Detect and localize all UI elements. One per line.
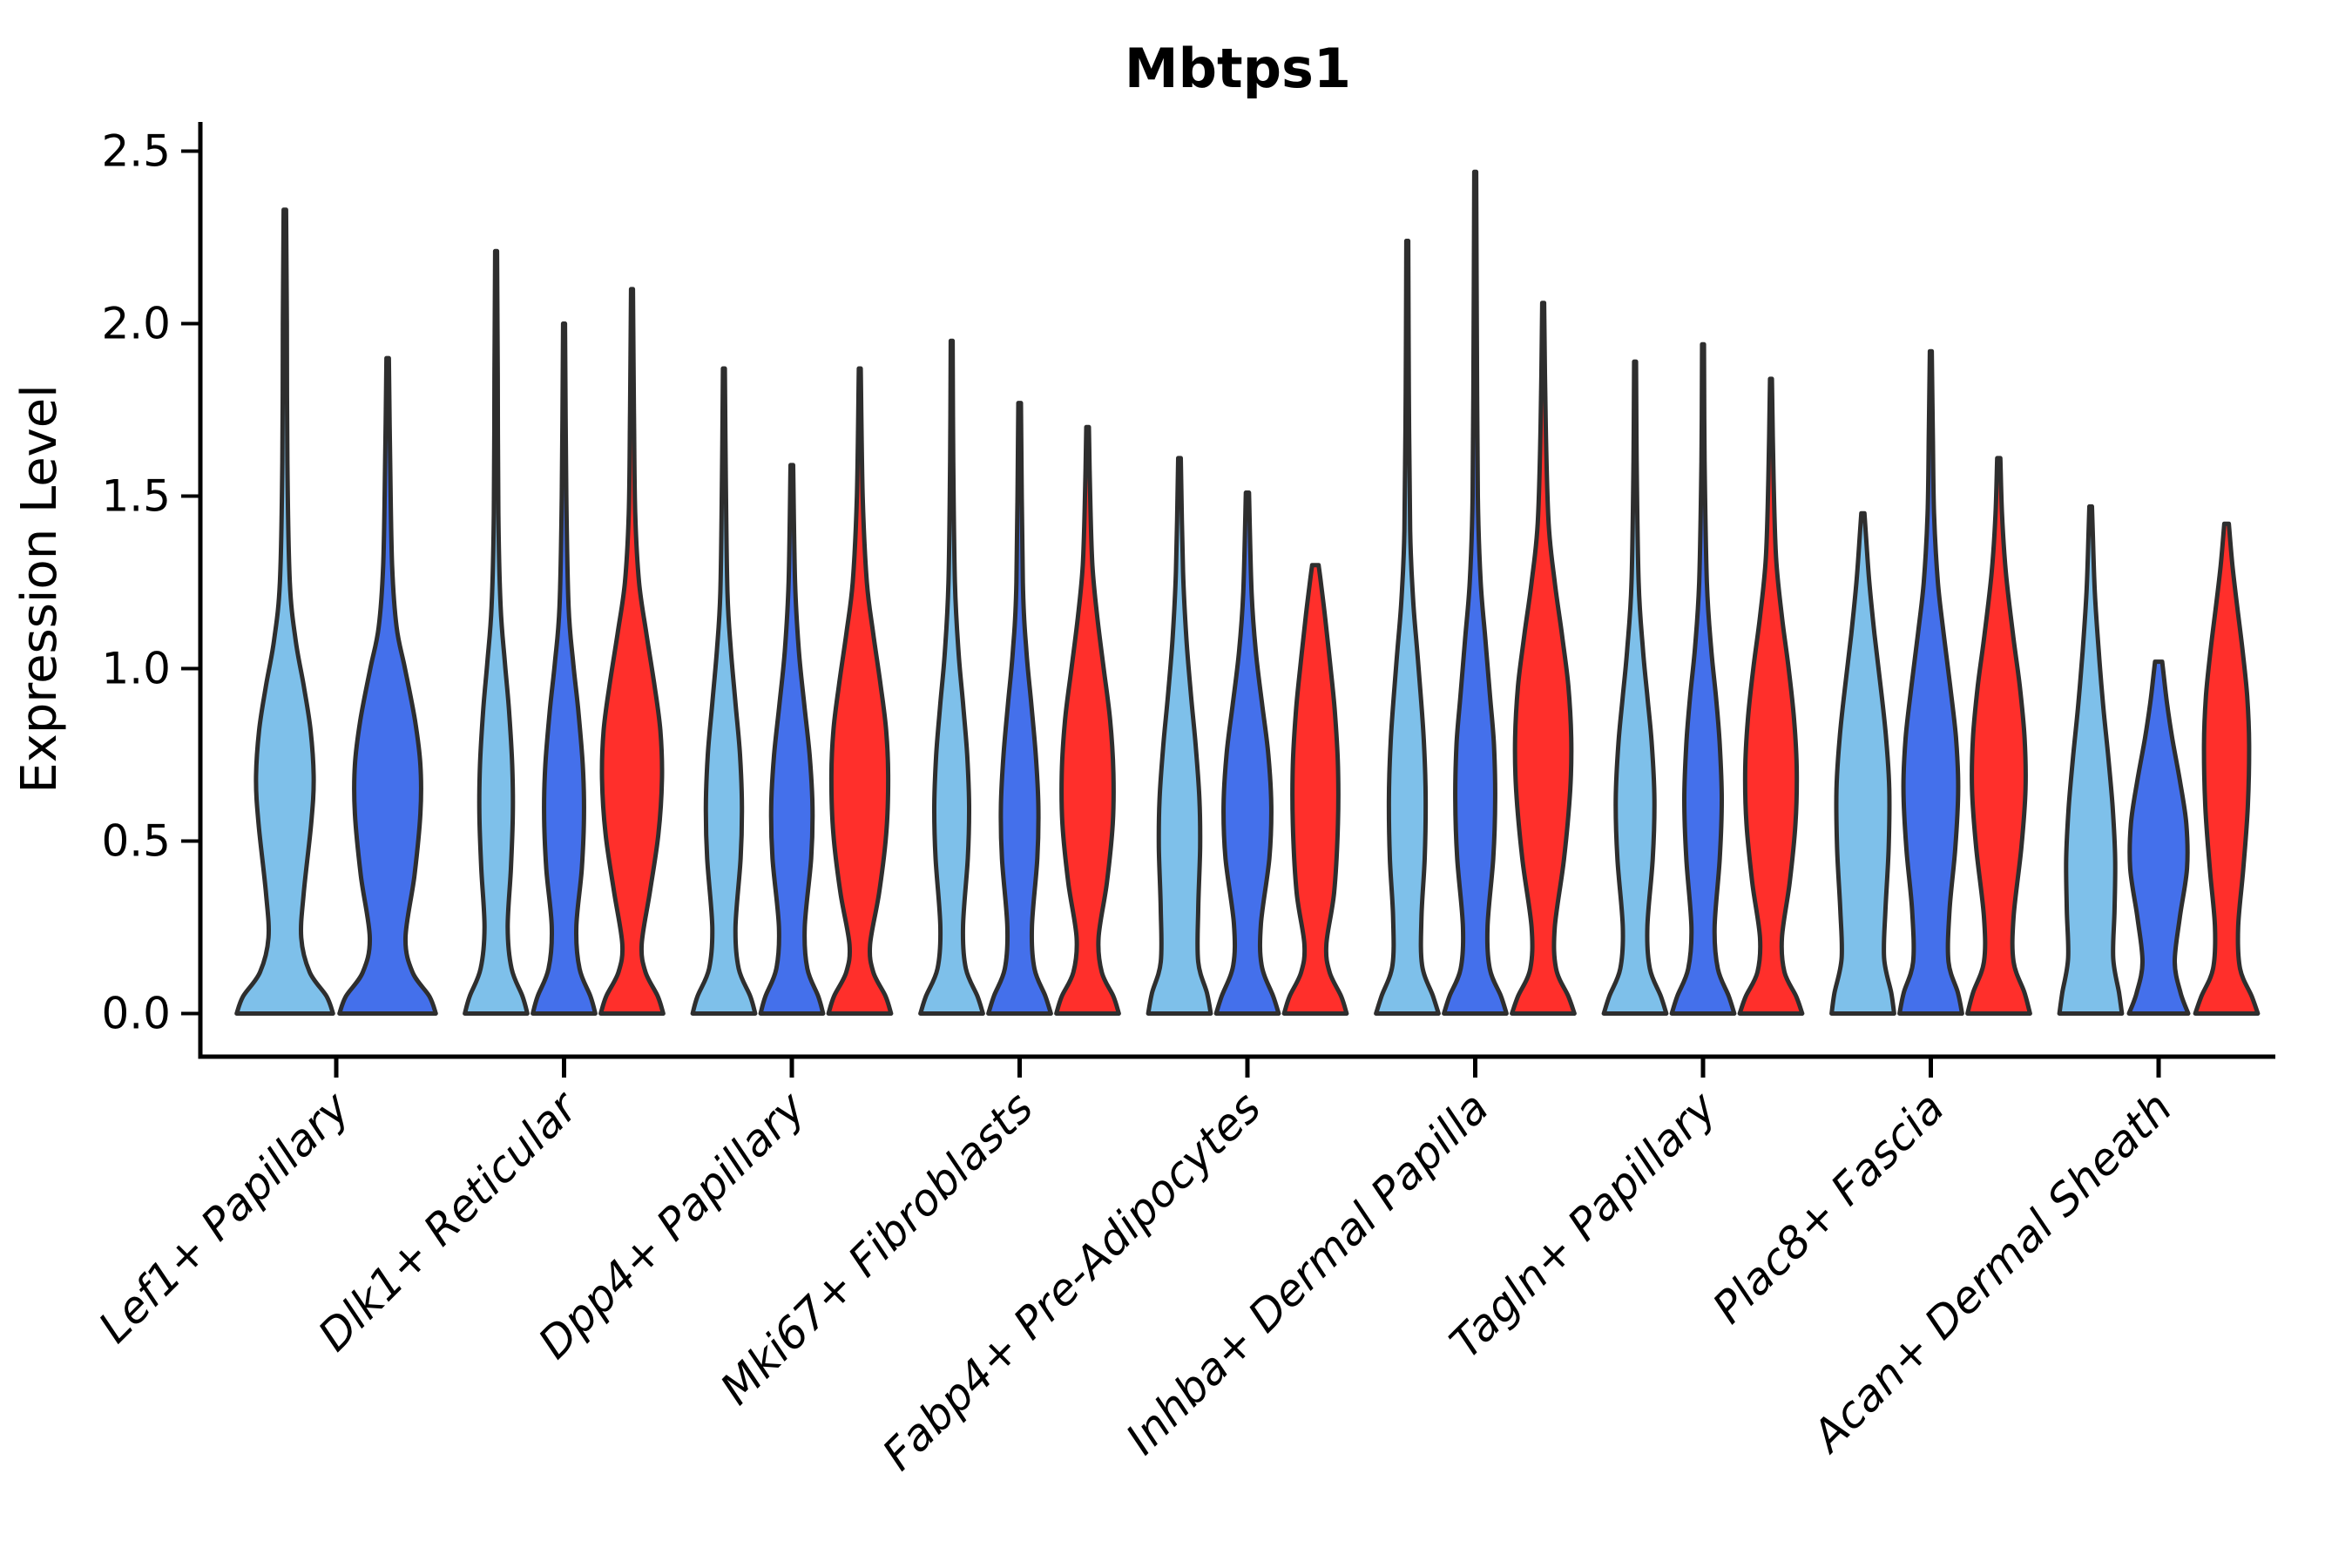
violin-light_blue-dlk1-reticular — [463, 248, 530, 1016]
violin-red-inhba-dermal-papilla — [1510, 301, 1577, 1016]
violin-red-tagln-papillary — [1737, 376, 1805, 1016]
x-tick-label: Fabp4+ Pre-Adipocytes — [873, 1082, 1271, 1480]
violin-blue-plac8-fascia — [1897, 348, 1964, 1016]
violin-light_blue-mki67-fibroblasts — [918, 338, 985, 1016]
y-tick-label: 1.0 — [101, 644, 171, 694]
y-tick-label: 2.5 — [101, 126, 171, 177]
y-axis: 0.0 0.5 1.0 1.5 2.0 2.5 — [101, 122, 203, 1057]
x-tick-label: Acan+ Dermal Sheath — [1801, 1082, 2182, 1463]
x-tick-label: Plac8+ Fascia — [1703, 1082, 1954, 1333]
violin-blue-dpp4-papillary — [758, 463, 826, 1016]
violin-light_blue-plac8-fascia — [1829, 510, 1896, 1016]
chart-title: Mbtps1 — [1125, 37, 1351, 100]
x-tick-label: Inhba+ Dermal Papilla — [1117, 1082, 1498, 1463]
violin-light_blue-fabp4-pre-adipocytes — [1146, 456, 1213, 1016]
violin-light_blue-lef1-papillary — [234, 207, 335, 1016]
violin-blue-inhba-dermal-papilla — [1442, 169, 1509, 1016]
violin-red-dlk1-reticular — [598, 287, 666, 1016]
violin-red-acan-dermal-sheath — [2193, 521, 2261, 1016]
y-tick-label: 2.0 — [101, 299, 171, 349]
violin-blue-acan-dermal-sheath — [2126, 659, 2191, 1016]
x-tick-label: Lef1+ Papillary — [89, 1081, 360, 1352]
violin-series — [234, 169, 2261, 1016]
violin-red-mki67-fibroblasts — [1054, 424, 1121, 1016]
violin-light_blue-acan-dermal-sheath — [2057, 504, 2125, 1016]
y-axis-label: Expression Level — [11, 384, 68, 794]
violin-blue-mki67-fibroblasts — [986, 401, 1053, 1016]
violin-light_blue-inhba-dermal-papilla — [1374, 239, 1441, 1016]
violin-blue-fabp4-pre-adipocytes — [1213, 490, 1281, 1016]
y-tick-label: 0.5 — [101, 816, 171, 867]
violin-light_blue-dpp4-papillary — [690, 366, 758, 1016]
y-tick-label: 0.0 — [101, 989, 171, 1039]
violin-red-dpp4-papillary — [826, 366, 894, 1016]
violin-light_blue-tagln-papillary — [1601, 359, 1669, 1016]
violin-blue-lef1-papillary — [337, 355, 438, 1016]
violin-blue-tagln-papillary — [1669, 341, 1737, 1016]
violin-blue-dlk1-reticular — [531, 321, 598, 1016]
violin-red-fabp4-pre-adipocytes — [1281, 563, 1349, 1016]
violin-red-plac8-fascia — [1965, 456, 2032, 1016]
y-tick-label: 1.5 — [101, 471, 171, 522]
